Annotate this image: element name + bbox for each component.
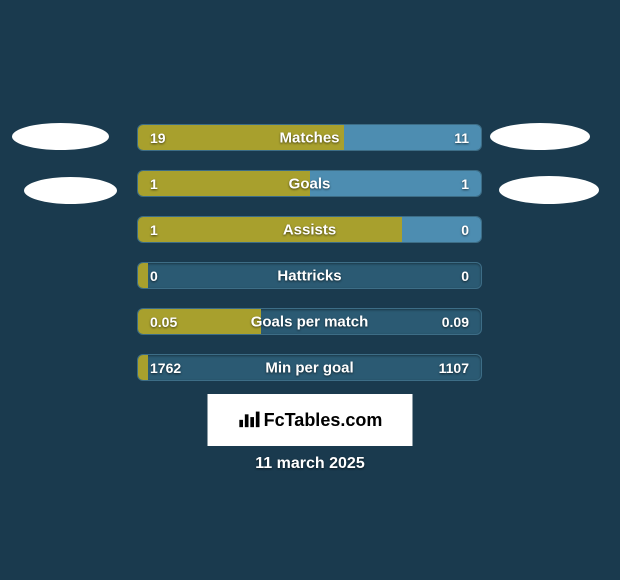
avatar-right (490, 123, 590, 150)
stat-label: Hattricks (277, 267, 341, 284)
stat-left-value: 0 (150, 268, 158, 284)
stat-right-value: 1107 (439, 360, 469, 376)
stat-right-value: 1 (461, 176, 469, 192)
bars-icon (238, 407, 260, 434)
stats-container: 1911Matches11Goals10Assists00Hattricks0.… (137, 124, 482, 400)
stat-left-value: 1 (150, 222, 158, 238)
stat-left-fill (138, 217, 402, 242)
stat-left-value: 19 (150, 130, 166, 146)
brand-text: FcTables.com (264, 410, 383, 431)
stat-label: Matches (279, 129, 339, 146)
stat-right-value: 0 (461, 268, 469, 284)
stat-left-fill (138, 171, 310, 196)
stat-right-value: 11 (454, 130, 469, 146)
avatar-right (499, 176, 599, 204)
stat-row: 1 1 Goals (137, 170, 482, 197)
stat-label: Assists (283, 221, 336, 238)
stat-left-value: 0.05 (150, 314, 177, 330)
stat-left-fill (138, 263, 148, 288)
stat-right-value: 0.09 (442, 314, 469, 330)
avatar-left (24, 177, 117, 204)
stat-right-value: 0 (461, 222, 469, 238)
stat-row: 1 0 Assists (137, 216, 482, 243)
stat-left-fill (138, 355, 148, 380)
stat-left-value: 1762 (150, 360, 181, 376)
footer-date: 11 march 2025 (255, 455, 364, 473)
stat-right-fill (310, 171, 482, 196)
stat-label: Min per goal (265, 359, 353, 376)
stat-label: Goals (289, 175, 331, 192)
stat-row: 19 11 Matches (137, 124, 482, 151)
stat-left-value: 1 (150, 176, 158, 192)
avatar-left (12, 123, 109, 150)
brand-box: FcTables.com (208, 394, 413, 446)
stat-row: 1762 1107 Min per goal (137, 354, 482, 381)
stat-label: Goals per match (251, 313, 369, 330)
stat-row: 0.05 0.09 Goals per match (137, 308, 482, 335)
stat-row: 0 0 Hattricks (137, 262, 482, 289)
